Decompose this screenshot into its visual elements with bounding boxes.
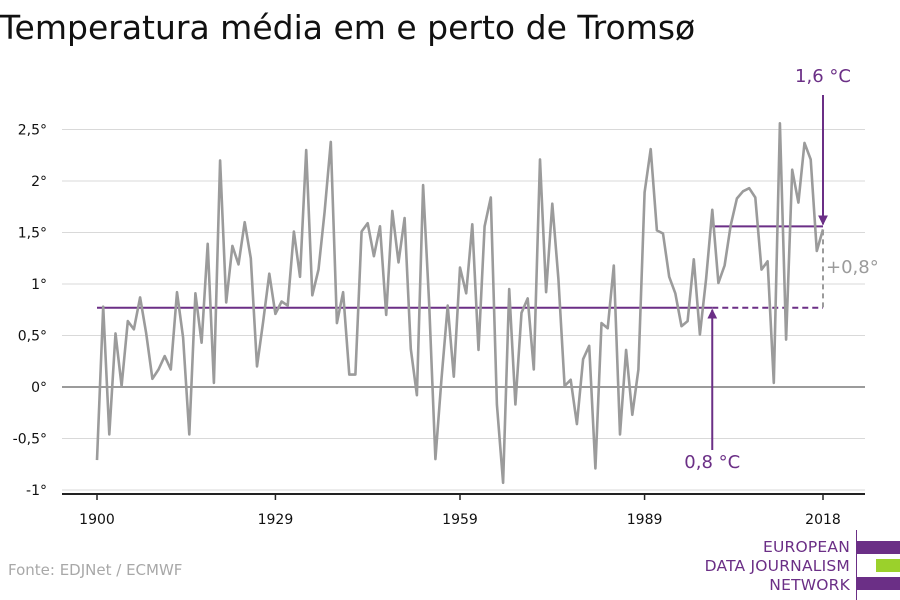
y-tick-label: 2,5°	[18, 123, 47, 139]
x-tick-label: 1959	[442, 512, 478, 528]
x-tick-label: 1989	[627, 512, 663, 528]
logo-line-3: NETWORK	[769, 576, 850, 594]
x-tick-label: 1929	[258, 512, 294, 528]
edjnet-logo: EUROPEAN DATA JOURNALISM NETWORK	[700, 530, 900, 600]
logo-line-2: DATA JOURNALISM	[704, 557, 850, 575]
y-tick-label: 1°	[31, 277, 47, 293]
annotations: 1,6 °C 0,8 °C +0,8°	[684, 66, 878, 473]
logo-divider	[856, 530, 857, 600]
x-tick-label: 1900	[79, 512, 115, 528]
y-tick-label: 2°	[31, 174, 47, 190]
label-baseline-value: 0,8 °C	[684, 452, 740, 473]
y-tick-label: -1°	[26, 483, 47, 499]
y-axis-ticks: -1° -0,5° 0° 0,5° 1° 1,5° 2° 2,5°	[13, 123, 47, 500]
chart-title: Temperatura média em e perto de Tromsø	[0, 8, 696, 47]
grid-lines	[62, 129, 865, 491]
source-note: Fonte: EDJNet / ECMWF	[8, 561, 183, 579]
logo-line-1: EUROPEAN	[762, 538, 850, 556]
y-tick-label: 0°	[31, 380, 47, 396]
y-tick-label: 1,5°	[18, 226, 47, 242]
x-axis-ticks: 1900 1929 1959 1989 2018	[79, 494, 841, 528]
logo-bar-2	[876, 559, 900, 572]
label-recent-value: 1,6 °C	[795, 66, 851, 87]
y-tick-label: 0,5°	[18, 329, 47, 345]
label-delta: +0,8°	[826, 257, 879, 278]
logo-bar-3	[857, 577, 900, 590]
y-tick-label: -0,5°	[13, 432, 47, 448]
logo-bar-1	[857, 541, 900, 554]
x-tick-label: 2018	[805, 512, 841, 528]
series-line	[95, 122, 825, 485]
